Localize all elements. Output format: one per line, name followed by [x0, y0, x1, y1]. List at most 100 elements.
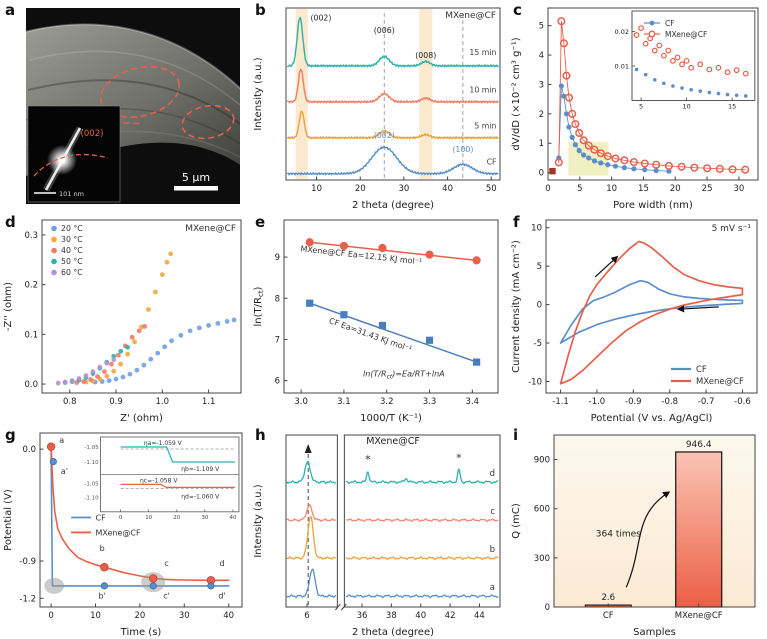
- panel-h: h a b c d * * MXene@CF 6 36 38 40 42 44 2 theta (degr…: [250, 425, 508, 639]
- svg-text:Potential (V vs. Ag/AgCl): Potential (V vs. Ag/AgCl): [591, 413, 713, 424]
- svg-text:MXene@CF: MXene@CF: [445, 11, 496, 21]
- svg-text:(002): (002): [374, 131, 395, 140]
- svg-text:d: d: [219, 559, 224, 568]
- panel-h-xrd-chart: a b c d * * MXene@CF 6 36 38 40 42 44 2 theta (degree…: [253, 434, 501, 638]
- svg-text:36: 36: [357, 611, 368, 621]
- panel-d-nyquist-chart: 20 °C 30 °C 40 °C 50 °C 60 °C MXene@CF 0.8 0.9 1…: [3, 219, 242, 424]
- panel-f-cv-chart: CF MXene@CF 5 mV s⁻¹ -1.1 -1.0 -0.9 -0.8 -0.7 -0…: [511, 219, 758, 424]
- svg-text:40: 40: [415, 611, 426, 621]
- svg-text:600: 600: [534, 505, 550, 515]
- svg-text:c': c': [163, 591, 170, 600]
- svg-text:Samples: Samples: [633, 627, 676, 638]
- svg-text:MXene@CF: MXene@CF: [675, 611, 723, 621]
- svg-text:-Z'' (ohm): -Z'' (ohm): [3, 282, 14, 331]
- svg-text:38: 38: [386, 611, 397, 621]
- svg-text:15: 15: [728, 102, 736, 110]
- svg-text:5 mV s⁻¹: 5 mV s⁻¹: [712, 224, 752, 234]
- svg-text:-0.9: -0.9: [625, 397, 642, 407]
- svg-text:5: 5: [577, 184, 582, 194]
- panel-i-bar-chart: 2.6 946.4 364 times CF MXene@CF Samples 0 300 60…: [511, 434, 756, 638]
- svg-text:5: 5: [539, 22, 544, 32]
- svg-text:0: 0: [545, 184, 550, 194]
- svg-text:20: 20: [134, 611, 145, 621]
- svg-text:Q (mC): Q (mC): [511, 503, 522, 539]
- svg-text:ηc=-1.058 V: ηc=-1.058 V: [140, 477, 178, 484]
- svg-text:0.9: 0.9: [109, 397, 123, 407]
- svg-text:ηb=-1.109 V: ηb=-1.109 V: [181, 466, 220, 473]
- svg-text:30: 30: [399, 184, 410, 194]
- panel-e: e MXene@CF Ea=12.15 KJ mol⁻¹ CF Ea=31.43 …: [250, 212, 508, 425]
- svg-text:20: 20: [355, 184, 366, 194]
- svg-text:3.1: 3.1: [337, 397, 351, 407]
- svg-text:10: 10: [90, 611, 101, 621]
- svg-text:-5: -5: [534, 339, 542, 349]
- svg-text:(002): (002): [310, 14, 331, 23]
- svg-text:ηa=-1.059 V: ηa=-1.059 V: [144, 440, 183, 447]
- panel-letter-g: g: [5, 426, 16, 444]
- svg-text:30 °C: 30 °C: [61, 235, 83, 244]
- svg-text:0.8: 0.8: [63, 397, 77, 407]
- svg-text:20: 20: [173, 515, 180, 521]
- svg-text:6: 6: [304, 611, 309, 621]
- svg-text:50: 50: [486, 184, 497, 194]
- panel-g-chrono-chart: a a' b b' c c' d d' CF MXene@CF ηa=-1.059 V ηb=-1.1…: [3, 432, 243, 638]
- svg-text:-0.6: -0.6: [734, 397, 751, 407]
- svg-text:Potential (V): Potential (V): [3, 489, 14, 551]
- svg-text:9: 9: [275, 253, 280, 263]
- panel-f: f CF MXene@CF 5 mV s⁻¹ -1.1 -1.0 -0.9 -0.8 -0.7…: [508, 212, 767, 425]
- panel-letter-b: b: [255, 1, 266, 19]
- svg-text:a': a': [61, 467, 68, 476]
- svg-text:MXene@CF: MXene@CF: [665, 30, 707, 39]
- svg-text:*: *: [365, 453, 371, 466]
- svg-text:10: 10: [311, 184, 322, 194]
- svg-text:3: 3: [539, 80, 544, 90]
- panel-letter-i: i: [513, 426, 519, 444]
- svg-text:5: 5: [639, 102, 643, 110]
- svg-text:a: a: [59, 436, 64, 445]
- svg-text:Time (s): Time (s): [120, 627, 162, 638]
- svg-text:CF: CF: [696, 365, 707, 375]
- svg-text:CF: CF: [95, 514, 106, 523]
- svg-text:3.4: 3.4: [466, 397, 480, 407]
- panel-b: b CF 5 min 10 min 15 min (002) (006) (008) (002…: [250, 0, 508, 212]
- svg-text:-0.8: -0.8: [661, 397, 678, 407]
- svg-text:(002): (002): [81, 129, 104, 139]
- svg-text:5: 5: [537, 262, 542, 272]
- svg-text:15: 15: [638, 184, 649, 194]
- panel-i: i 2.6 946.4 364 times CF MXene@CF Samples 0 300…: [508, 425, 767, 639]
- svg-text:-1.0: -1.0: [589, 397, 606, 407]
- svg-text:ln(T/Rct): ln(T/Rct): [253, 286, 265, 326]
- svg-text:-10: -10: [528, 377, 542, 387]
- svg-text:0: 0: [48, 611, 53, 621]
- svg-text:30: 30: [201, 515, 208, 521]
- svg-text:10: 10: [606, 184, 617, 194]
- svg-text:42: 42: [445, 611, 456, 621]
- svg-text:0: 0: [545, 603, 550, 613]
- svg-text:b: b: [100, 544, 105, 553]
- svg-text:10 min: 10 min: [469, 85, 496, 94]
- svg-text:40: 40: [442, 184, 453, 194]
- svg-text:30: 30: [733, 184, 744, 194]
- svg-text:CF: CF: [603, 611, 614, 621]
- svg-text:2: 2: [539, 110, 544, 120]
- svg-text:-0.7: -0.7: [698, 397, 715, 407]
- svg-text:20 °C: 20 °C: [61, 224, 83, 233]
- svg-text:-0.9: -0.9: [19, 557, 36, 567]
- panel-letter-h: h: [255, 426, 266, 444]
- svg-text:40 °C: 40 °C: [61, 246, 83, 255]
- svg-text:0.02: 0.02: [615, 28, 629, 36]
- panel-a: a (002) 101 nm 5 µm: [0, 0, 250, 212]
- svg-text:3.3: 3.3: [423, 397, 437, 407]
- panel-letter-f: f: [513, 213, 520, 231]
- svg-text:-1.05: -1.05: [84, 445, 99, 451]
- svg-text:MXene@CF: MXene@CF: [95, 528, 141, 537]
- svg-text:(100): (100): [452, 145, 473, 154]
- svg-text:0.2: 0.2: [24, 281, 38, 291]
- svg-text:25: 25: [702, 184, 713, 194]
- panel-letter-d: d: [5, 213, 16, 231]
- svg-text:4: 4: [539, 51, 544, 61]
- svg-text:8: 8: [275, 294, 280, 304]
- svg-text:3.2: 3.2: [380, 397, 394, 407]
- svg-text:*: *: [456, 451, 462, 464]
